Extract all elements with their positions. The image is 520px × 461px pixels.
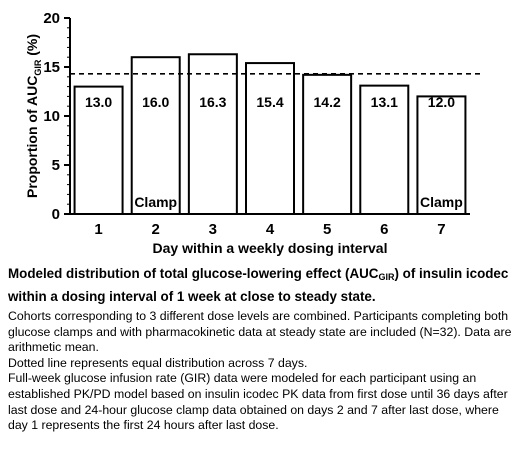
x-tick-label: 3	[209, 221, 217, 238]
y-axis-label-unit: (%)	[24, 34, 40, 60]
y-tick-label: 0	[52, 206, 60, 223]
bar-day-2	[130, 56, 181, 216]
y-tick-label: 10	[43, 108, 60, 125]
bar-day-4	[245, 62, 295, 215]
x-tick-label: 7	[437, 221, 445, 238]
bar-day-7	[416, 95, 467, 215]
y-axis-label-subscript: GIR	[33, 59, 43, 76]
x-tick-label: 1	[94, 221, 102, 238]
caption-note-dotted-line: Dotted line represents equal distributio…	[8, 355, 308, 370]
bar-value-label: 16.3	[199, 94, 226, 110]
bar-value-label: 14.2	[314, 94, 341, 110]
x-tick-label: 2	[152, 221, 160, 238]
x-tick-label: 4	[266, 221, 275, 238]
bar-value-label: 16.0	[142, 94, 169, 110]
caption-title-subscript: GIR	[378, 272, 395, 282]
caption-title-end: ) of insulin icodec within a dosing inte…	[8, 266, 509, 304]
caption-note-methods: Cohorts corresponding to 3 different dos…	[8, 309, 512, 355]
bar-value-label: 13.0	[85, 94, 112, 110]
y-tick-label: 15	[43, 59, 60, 76]
caption-title-start: Modeled distribution of total glucose-lo…	[8, 266, 379, 281]
y-axis-label-main: Proportion of AUC	[24, 76, 40, 198]
figure-caption: Modeled distribution of total glucose-lo…	[8, 264, 516, 434]
clamp-annotation: Clamp	[134, 194, 177, 210]
y-tick-label: 20	[43, 10, 60, 27]
chart-area: 0 5 10 15 20 Proportion of AUCGIR (%) 13.0 16.0…	[24, 10, 480, 256]
bar-value-label: 13.1	[371, 94, 398, 110]
x-axis-label: Day within a weekly dosing interval	[153, 240, 388, 256]
bar-value-label: 15.4	[256, 94, 283, 110]
y-tick-label: 5	[52, 157, 60, 174]
y-axis-label: Proportion of AUCGIR (%)	[24, 34, 43, 198]
clamp-annotation: Clamp	[420, 194, 463, 210]
x-tick-label: 5	[323, 221, 331, 238]
bar-day-3	[187, 53, 238, 216]
caption-title: Modeled distribution of total glucose-lo…	[8, 264, 516, 306]
x-tick-label: 6	[380, 221, 388, 238]
caption-note-modeling: Full-week glucose infusion rate (GIR) da…	[8, 371, 508, 433]
bar-value-label: 12.0	[428, 94, 455, 110]
